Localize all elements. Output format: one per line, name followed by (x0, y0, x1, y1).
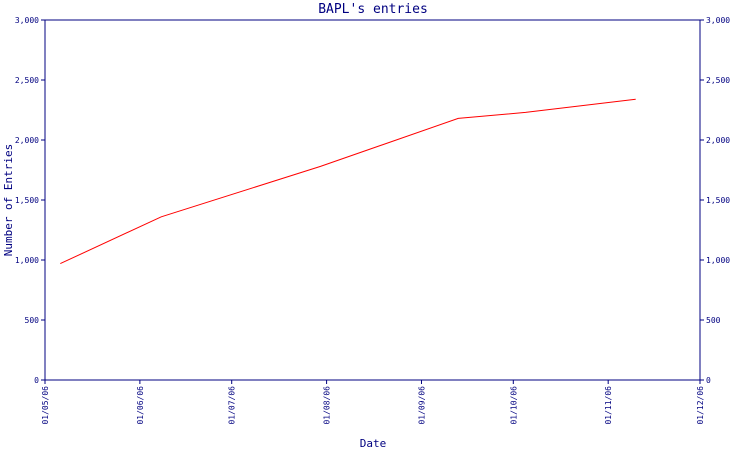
y-tick-label-right: 2,500 (706, 76, 730, 85)
y-axis-left: 0 500 1,000 1,500 2,000 2,500 3,000 (15, 16, 45, 385)
y-tick-label-right: 0 (706, 376, 711, 385)
y-tick-label-left: 2,000 (15, 136, 39, 145)
y-tick-label-left: 3,000 (15, 16, 39, 25)
x-tick-label: 01/08/06 (323, 386, 332, 425)
plot-area-frame (44, 19, 701, 381)
y-tick-label-right: 1,500 (706, 196, 730, 205)
x-tick-label: 01/12/06 (696, 386, 705, 425)
series-line (60, 98, 636, 265)
x-axis: 01/05/06 01/06/06 01/07/06 01/08/06 01/09/06… (41, 380, 705, 425)
y-tick-label-left: 500 (25, 316, 40, 325)
x-tick-label: 01/05/06 (41, 386, 50, 425)
chart-title: BAPL's entries (318, 2, 428, 17)
y-tick-label-right: 500 (706, 316, 721, 325)
x-tick-label: 01/09/06 (417, 386, 426, 425)
x-tick-label: 01/06/06 (136, 386, 145, 425)
y-tick-label-left: 1,500 (15, 196, 39, 205)
y-tick-label-left: 0 (34, 376, 39, 385)
y-tick-label-right: 2,000 (706, 136, 730, 145)
x-tick-label: 01/07/06 (228, 386, 237, 425)
x-tick-label: 01/11/06 (604, 386, 613, 425)
y-tick-label-right: 1,000 (706, 256, 730, 265)
series-layer (60, 98, 636, 265)
x-tick-label: 01/10/06 (509, 386, 518, 425)
y-axis-right: 0 500 1,000 1,500 2,000 2,500 3,000 (700, 16, 730, 385)
y-tick-label-right: 3,000 (706, 16, 730, 25)
y-axis-label: Number of Entries (2, 144, 15, 257)
y-tick-label-left: 1,000 (15, 256, 39, 265)
y-tick-label-left: 2,500 (15, 76, 39, 85)
x-axis-label: Date (360, 437, 387, 450)
